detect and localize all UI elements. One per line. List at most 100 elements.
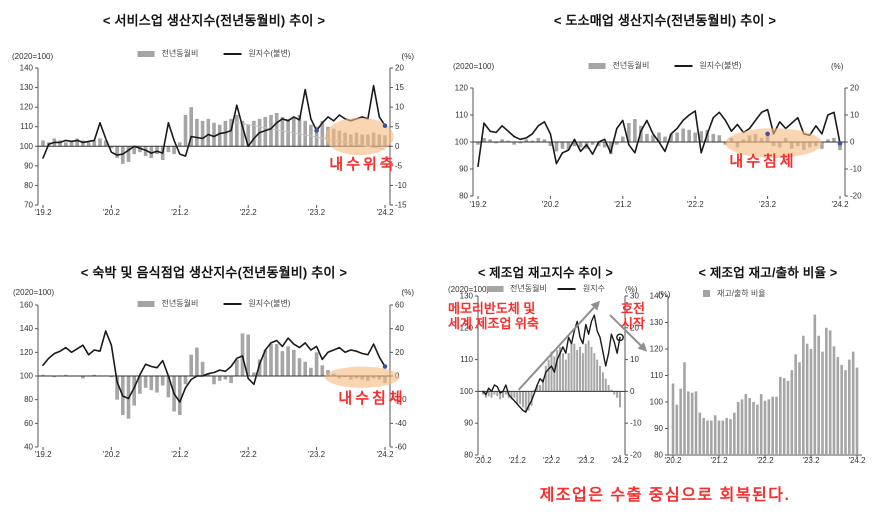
bars-series (671, 314, 859, 455)
svg-text:90: 90 (654, 424, 663, 433)
svg-text:110: 110 (20, 122, 33, 131)
svg-text:20: 20 (395, 64, 404, 73)
svg-text:'21.2: '21.2 (509, 456, 527, 465)
legend-label-bar: 전년동월비 (161, 49, 199, 58)
svg-text:80: 80 (464, 451, 473, 460)
svg-text:20: 20 (850, 84, 859, 93)
svg-text:'20.2: '20.2 (542, 200, 560, 209)
annotation-domestic-demand-slump: 내수침체 (338, 390, 406, 407)
svg-text:'22.2: '22.2 (687, 200, 705, 209)
svg-text:110: 110 (455, 111, 468, 120)
svg-text:-15: -15 (395, 201, 407, 210)
svg-text:'21.2: '21.2 (171, 450, 189, 459)
right-axis-unit: (%) (401, 288, 414, 297)
legend: 전년동월비 원지수(불변) (588, 60, 742, 71)
line-swatch-icon (223, 302, 242, 305)
legend: 전년동월비 원지수(불변) (137, 298, 291, 309)
line-swatch-icon (674, 64, 693, 67)
svg-text:'24.2: '24.2 (848, 456, 866, 465)
svg-text:-20: -20 (395, 395, 407, 404)
svg-text:'22.2: '22.2 (240, 208, 258, 217)
bar-swatch-icon (703, 290, 710, 297)
chart-wholesale-retail-production: < 도소매업 생산지수(전년동월비) 추이 > (2020=100) (%) 전… (445, 6, 885, 234)
left-axis-unit: (2020=100) (13, 288, 55, 297)
legend: 재고/출하 비율 (703, 288, 766, 299)
point-marker (314, 128, 319, 133)
line-series (482, 314, 621, 413)
highlight-ellipse (325, 117, 394, 156)
svg-text:'21.2: '21.2 (614, 200, 632, 209)
line-swatch-icon (557, 287, 576, 290)
chart-title: < 서비스업 생산지수(전년동월비) 추이 > (102, 13, 326, 28)
svg-text:100: 100 (455, 138, 469, 147)
legend: 전년동월비 원지수(불변) (137, 48, 291, 59)
svg-text:60: 60 (395, 301, 404, 310)
legend-label-line: 원지수(불변) (248, 299, 291, 308)
svg-text:'23.2: '23.2 (308, 208, 326, 217)
legend: 전년동월비 원지수 (486, 283, 605, 294)
svg-text:'22.2: '22.2 (240, 450, 258, 459)
legend-label-bar: 재고/출하 비율 (717, 289, 766, 298)
bar-swatch-icon (486, 285, 504, 292)
svg-text:70: 70 (24, 201, 33, 210)
left-axis-unit: (2020=100) (448, 285, 490, 294)
svg-text:160: 160 (20, 301, 34, 310)
right-axis-unit: (%) (831, 62, 844, 71)
line-series (477, 108, 841, 168)
right-axis-unit: (%) (625, 285, 638, 294)
legend-label-line: 원지수(불변) (248, 49, 291, 58)
svg-text:20: 20 (630, 323, 639, 332)
svg-text:10: 10 (630, 355, 639, 364)
annotation-line-1: 호전 (621, 301, 645, 316)
svg-text:90: 90 (24, 161, 33, 170)
svg-text:80: 80 (459, 192, 468, 201)
svg-text:-10: -10 (395, 181, 407, 190)
svg-text:'23.2: '23.2 (308, 450, 326, 459)
svg-text:100: 100 (20, 372, 34, 381)
annotation-memory-semiconductor: 메모리반도체 및 세계 제조업 위축 (448, 301, 590, 332)
end-point-marker (616, 333, 624, 342)
right-axis-unit: (%) (401, 52, 414, 61)
line-series (42, 330, 386, 403)
bar-swatch-icon (588, 62, 606, 69)
bar-swatch-icon (137, 300, 155, 307)
svg-text:'22.2: '22.2 (756, 456, 774, 465)
point-marker (382, 123, 388, 129)
legend-label-line: 원지수(불변) (699, 61, 742, 70)
chart-title: < 도소매업 생산지수(전년동월비) 추이 > (553, 13, 777, 28)
svg-text:'20.2: '20.2 (103, 450, 121, 459)
svg-text:110: 110 (650, 371, 663, 380)
svg-text:140: 140 (650, 292, 664, 301)
svg-text:'21.2: '21.2 (710, 456, 728, 465)
svg-text:100: 100 (20, 142, 34, 151)
left-axis-unit: (2020=100) (12, 52, 54, 61)
svg-text:'24.2: '24.2 (376, 450, 394, 459)
svg-text:-10: -10 (850, 165, 862, 174)
left-axis-unit: (%) (658, 290, 671, 299)
svg-text:-20: -20 (850, 192, 862, 201)
svg-text:20: 20 (395, 348, 404, 357)
bars-series (482, 340, 621, 413)
svg-text:120: 120 (455, 84, 469, 93)
annotation-domestic-demand-slump: 내수침체 (729, 153, 797, 170)
svg-text:10: 10 (395, 103, 404, 112)
svg-text:5: 5 (395, 122, 400, 131)
svg-text:60: 60 (24, 419, 33, 428)
svg-text:'20.2: '20.2 (664, 456, 682, 465)
svg-text:120: 120 (650, 345, 664, 354)
point-marker (382, 364, 388, 369)
annotation-line-1: 메모리반도체 및 (448, 301, 536, 316)
svg-text:100: 100 (650, 398, 664, 407)
svg-text:'24.2: '24.2 (611, 456, 629, 465)
chart-accommodation-food-production: < 숙박 및 음식점업 생산지수(전년동월비) 추이 > (2020=100) … (8, 256, 420, 496)
svg-text:30: 30 (630, 292, 639, 301)
svg-text:'19.2: '19.2 (469, 200, 487, 209)
svg-text:130: 130 (650, 318, 664, 327)
svg-text:40: 40 (395, 324, 404, 333)
point-marker (837, 141, 843, 146)
highlight-ellipse (725, 128, 822, 158)
svg-text:130: 130 (460, 292, 474, 301)
